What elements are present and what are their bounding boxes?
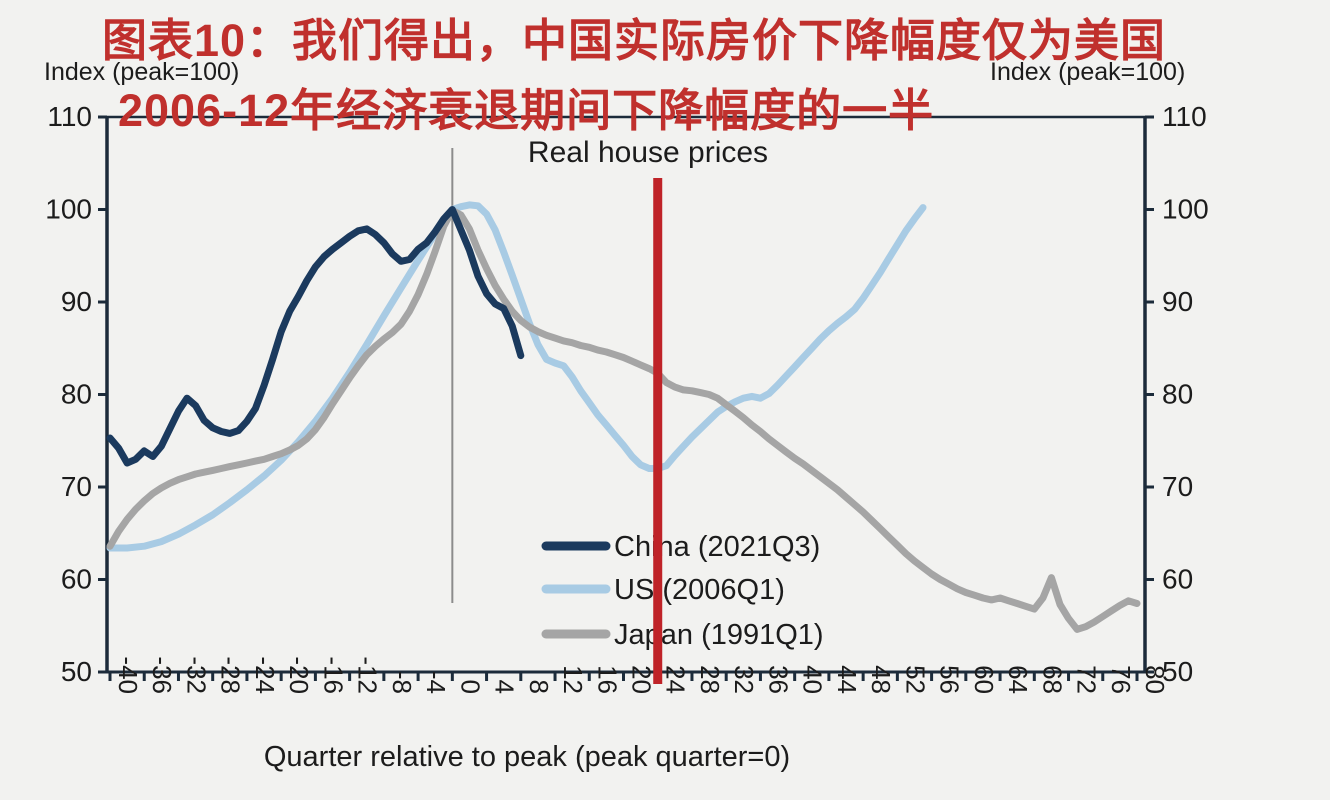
x-axis-label: Quarter relative to peak (peak quarter=0… bbox=[264, 741, 790, 773]
x-tick-label: -16 bbox=[318, 656, 348, 694]
x-tick-label: 28 bbox=[695, 665, 725, 694]
series-line-us bbox=[106, 201, 927, 552]
x-tick-label: 60 bbox=[969, 665, 999, 694]
y-tick-label-left: 80 bbox=[61, 379, 92, 410]
x-tick-label: -32 bbox=[181, 656, 211, 694]
x-tick-label: 4 bbox=[490, 680, 520, 694]
x-tick-label: 32 bbox=[729, 665, 759, 694]
y-tick-label-right: 50 bbox=[1162, 656, 1193, 687]
x-tick-label: 72 bbox=[1072, 665, 1102, 694]
x-tick-label: 0 bbox=[455, 680, 485, 694]
x-tick-label: -24 bbox=[250, 656, 280, 694]
y-tick-label-right: 110 bbox=[1162, 101, 1207, 132]
x-tick-label: 24 bbox=[661, 665, 691, 694]
x-tick-label: 56 bbox=[935, 665, 965, 694]
y-tick-label-right: 60 bbox=[1162, 564, 1193, 595]
y-tick-label-left: 70 bbox=[61, 471, 92, 502]
x-tick-label: 64 bbox=[1003, 665, 1033, 694]
x-tick-label: -8 bbox=[387, 671, 417, 694]
y-tick-label-left: 90 bbox=[61, 286, 92, 317]
y-tick-label-left: 50 bbox=[61, 656, 92, 687]
x-tick-label: 8 bbox=[524, 680, 554, 694]
y-tick-label-right: 100 bbox=[1162, 194, 1209, 225]
x-tick-label: 12 bbox=[558, 665, 588, 694]
x-tick-label: -20 bbox=[284, 656, 314, 694]
x-tick-label: 48 bbox=[866, 665, 896, 694]
chart-title: Real house prices bbox=[528, 136, 768, 169]
left-axis-unit-label: Index (peak=100) bbox=[44, 58, 240, 86]
y-tick-label-left: 110 bbox=[47, 101, 92, 132]
x-tick-label: -28 bbox=[216, 656, 246, 694]
y-tick-label-left: 100 bbox=[45, 194, 92, 225]
x-tick-label: 52 bbox=[900, 665, 930, 694]
y-tick-label-right: 90 bbox=[1162, 286, 1193, 317]
x-tick-label: -12 bbox=[353, 656, 383, 694]
x-tick-label: 40 bbox=[798, 665, 828, 694]
series-line-china bbox=[106, 206, 525, 467]
y-tick-label-right: 70 bbox=[1162, 471, 1193, 502]
x-tick-label: 20 bbox=[627, 665, 657, 694]
x-tick-label: 80 bbox=[1140, 665, 1170, 694]
y-tick-label-right: 80 bbox=[1162, 379, 1193, 410]
x-tick-label: 36 bbox=[763, 665, 793, 694]
page-title-line2: 2006-12年经济衰退期间下降幅度的一半 bbox=[118, 85, 935, 136]
legend-label-us: US (2006Q1) bbox=[614, 574, 785, 606]
x-tick-label: 44 bbox=[832, 665, 862, 694]
x-tick-label: 76 bbox=[1106, 665, 1136, 694]
x-tick-label: 68 bbox=[1037, 665, 1067, 694]
legend-label-japan: Japan (1991Q1) bbox=[614, 619, 824, 651]
right-axis-unit-label: Index (peak=100) bbox=[990, 58, 1186, 86]
x-tick-label: 16 bbox=[592, 665, 622, 694]
x-tick-label: -36 bbox=[147, 656, 177, 694]
page-title-red: 图表10：我们得出，中国实际房价下降幅度仅为美国 2006-12年经济衰退期间下… bbox=[102, 6, 1166, 146]
x-tick-label: -40 bbox=[113, 656, 143, 694]
page-title-line1: 图表10：我们得出，中国实际房价下降幅度仅为美国 bbox=[102, 15, 1167, 66]
legend-label-china: China (2021Q3) bbox=[614, 531, 820, 563]
x-tick-label: -4 bbox=[421, 671, 451, 694]
y-tick-label-left: 60 bbox=[61, 564, 92, 595]
series-line-japan bbox=[106, 206, 1141, 633]
